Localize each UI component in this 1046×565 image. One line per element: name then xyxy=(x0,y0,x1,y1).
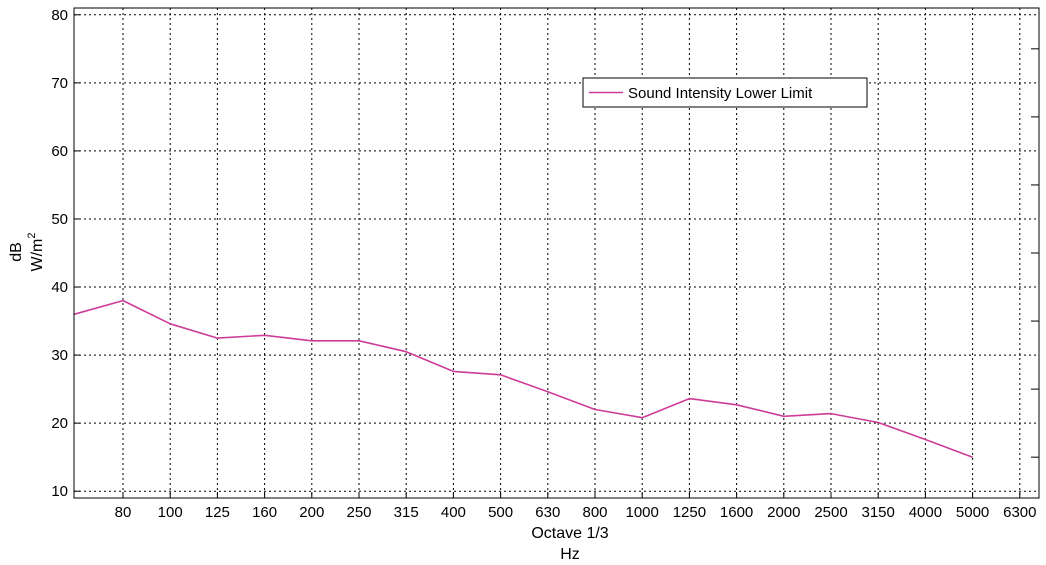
series-line xyxy=(73,299,973,458)
x-tick-label: 160 xyxy=(252,504,277,521)
x-tick-label: 2000 xyxy=(767,504,800,521)
x-axis-title-line1: Octave 1/3 xyxy=(531,525,608,542)
x-tick-label: 100 xyxy=(158,504,183,521)
x-axis-title-line2: Hz xyxy=(560,546,580,563)
y-axis-unit: W/m2 xyxy=(26,233,46,272)
x-tick-label: 125 xyxy=(205,504,230,521)
x-tick-label: 2500 xyxy=(814,504,847,521)
series-lines xyxy=(73,299,973,458)
legend-box xyxy=(582,77,868,108)
y-tick-label: 50 xyxy=(51,211,68,228)
y-axis-unit-label: W/m2 xyxy=(26,233,46,272)
y-axis-unit-exponent: 2 xyxy=(26,233,38,239)
y-tick-label: 10 xyxy=(51,483,68,500)
x-tick-label: 200 xyxy=(299,504,324,521)
x-tick-label: 5000 xyxy=(956,504,989,521)
x-tick-labels: 80 100 125 160 200 250 315 400 500 630 800 1000 1250… xyxy=(115,504,1037,521)
legend: Sound Intensity Lower Limit xyxy=(582,77,868,108)
x-tick-label: 1250 xyxy=(673,504,706,521)
y-tick-label: 20 xyxy=(51,415,68,432)
x-tick-label: 250 xyxy=(346,504,371,521)
y-tick-labels: 10 20 30 40 50 60 70 80 xyxy=(51,7,68,500)
y-tick-label: 70 xyxy=(51,75,68,92)
y-axis-unit-base: W/m xyxy=(29,239,46,272)
plot-area-frame xyxy=(73,7,1040,499)
y-axis-title: dB xyxy=(8,242,25,262)
y-axis-title-db: dB xyxy=(8,242,25,262)
x-tick-label: 630 xyxy=(535,504,560,521)
grid-lines xyxy=(74,8,1039,498)
legend-label: Sound Intensity Lower Limit xyxy=(628,85,813,102)
y-tick-label: 30 xyxy=(51,347,68,364)
x-tick-label: 400 xyxy=(441,504,466,521)
y-tick-label: 40 xyxy=(51,279,68,296)
x-tick-label: 3150 xyxy=(862,504,895,521)
x-tick-label: 500 xyxy=(488,504,513,521)
y-tick-label: 80 xyxy=(51,7,68,24)
x-tick-label: 315 xyxy=(394,504,419,521)
x-tick-label: 6300 xyxy=(1003,504,1036,521)
x-tick-label: 800 xyxy=(582,504,607,521)
y-tick-label: 60 xyxy=(51,143,68,160)
x-tick-label: 1000 xyxy=(626,504,659,521)
x-tick-label: 4000 xyxy=(909,504,942,521)
tick-marks xyxy=(74,14,1039,498)
x-tick-label: 1600 xyxy=(720,504,753,521)
x-tick-label: 80 xyxy=(115,504,132,521)
